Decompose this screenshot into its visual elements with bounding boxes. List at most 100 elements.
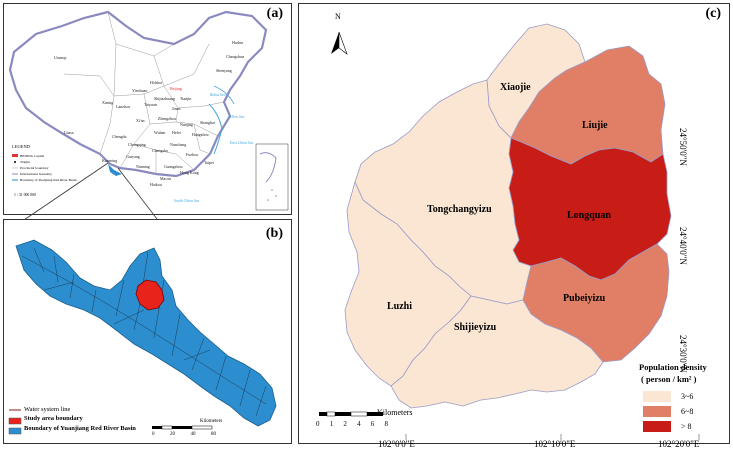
place-chongqing: Chongqing xyxy=(128,142,146,147)
pop-swatch-low xyxy=(643,391,671,402)
pop-legend-title: Population density xyxy=(639,362,707,372)
scale-a: 1 : 31 000 000 xyxy=(14,193,36,197)
panel-b-scale xyxy=(152,425,213,430)
legend-a-1: Tianjin xyxy=(20,160,30,164)
town-shijieyizu: Shijieyizu xyxy=(454,322,497,333)
legend-title-a: LEGEND xyxy=(12,144,31,149)
place-taipei: Taipei xyxy=(204,160,215,165)
place-lhasa: Lhasa xyxy=(64,130,74,135)
place-wuhan: Wuhan xyxy=(154,130,165,135)
place-nanjing: Nanjing xyxy=(180,122,193,127)
lon-label-1: 102°10'0"E xyxy=(534,439,576,449)
place-macau: Macau xyxy=(160,176,171,181)
panel-label-c: (c) xyxy=(705,6,721,21)
sea-south-china: South China Sea xyxy=(174,199,199,203)
place-zhengzhou: Zhengzhou xyxy=(158,116,176,121)
place-kunming: Kunming xyxy=(102,158,117,163)
panel-label-b: (b) xyxy=(265,226,283,241)
province-boundaries xyxy=(63,11,225,174)
place-shenyang: Shenyang xyxy=(216,68,232,73)
place-hefei: Hefei xyxy=(172,130,182,135)
town-longquan: Longquan xyxy=(567,210,611,221)
pop-legend-row-0: 3~6 xyxy=(643,391,693,402)
scale-b-tick-1: 20 xyxy=(170,432,175,437)
town-tongchangyizu: Tongchangyizu xyxy=(427,204,492,215)
lat-label-0: 24°50'0"N xyxy=(678,128,688,166)
scale-b-tick-0: 0 xyxy=(152,432,155,437)
lat-label-1: 24°40'0"N xyxy=(678,227,688,265)
place-guangzhou: Guangzhou xyxy=(164,164,182,169)
panel-b-basin-map: Water system line Study area boundary Bo… xyxy=(3,219,292,444)
china-map-svg: Urumqi Lhasa Xining Lanzhou Yinchuan Hoh… xyxy=(8,10,289,211)
region-shijieyizu xyxy=(390,295,604,409)
yuanjiang-basin-small xyxy=(108,164,122,176)
place-hohhot: Hohhot xyxy=(150,80,163,85)
legend-b-label-0: Water system line xyxy=(24,406,71,413)
place-taiyuan: Taiyuan xyxy=(144,102,157,107)
town-pubeiyizu: Pubeiyizu xyxy=(563,293,606,304)
pop-legend-row-2: > 8 xyxy=(643,421,692,432)
legend-a-4: Boundary of Yuanjiang Red River Basin xyxy=(20,178,77,182)
yangtze-river xyxy=(208,103,223,155)
place-fuzhou: Fuzhou xyxy=(186,152,198,157)
scale-c-tick-3: 4 xyxy=(357,420,361,428)
scale-b-tick-3: 80 xyxy=(211,432,216,437)
legend-b-label-1: Study area boundary xyxy=(24,415,83,422)
sea-bohai: Bohai Sea xyxy=(210,93,226,97)
place-chengdu: Chengdu xyxy=(112,134,126,139)
north-label: N xyxy=(335,12,341,21)
place-beijing: Beijing xyxy=(170,86,182,91)
north-arrow-icon xyxy=(331,31,348,55)
scale-c-tick-1: 1 xyxy=(329,420,334,428)
pop-legend-row-1: 6~8 xyxy=(643,406,693,417)
sea-east-china: East China Sea xyxy=(229,141,254,145)
pop-swatch-mid xyxy=(643,406,671,417)
yuanjiang-basin xyxy=(15,239,277,427)
place-changsha: Changsha xyxy=(152,148,168,153)
panel-c-scale-bar xyxy=(319,411,383,417)
scale-c-ticks: 0 1 2 4 6 8 xyxy=(316,420,388,428)
pop-legend-label-2: > 8 xyxy=(681,422,692,431)
place-harbin: Harbin xyxy=(232,40,243,45)
place-shijiazhuang: Shijiazhuang xyxy=(154,96,175,101)
panel-a-china-map: Urumqi Lhasa Xining Lanzhou Yinchuan Hoh… xyxy=(3,3,292,215)
place-tianjin: Tianjin xyxy=(180,96,191,101)
scale-c-unit: Kilometers xyxy=(377,408,413,417)
scale-b-tick-2: 40 xyxy=(190,432,196,437)
lon-label-2: 102°20'0"E xyxy=(658,439,700,449)
scale-c-tick-0: 0 xyxy=(316,420,320,428)
lat-label-2: 24°30'0"N xyxy=(678,335,688,373)
water-system-lines xyxy=(21,247,267,417)
scale-c-tick-4: 6 xyxy=(370,420,375,428)
coast-water xyxy=(213,85,235,105)
legend-b-label-2: Boundary of Yuanjiang Red River Basin xyxy=(24,425,136,432)
sea-labels: Bohai Sea Yellow Sea East China Sea Sout… xyxy=(174,93,254,203)
city-labels: Urumqi Lhasa Xining Lanzhou Yinchuan Hoh… xyxy=(54,40,244,187)
legend-b-row-2: Boundary of Yuanjiang Red River Basin xyxy=(24,425,136,432)
panel-label-a: (a) xyxy=(266,6,283,21)
town-liujie: Liujie xyxy=(582,120,608,131)
place-hangzhou: Hangzhou xyxy=(192,132,208,137)
pop-legend-label-1: 6~8 xyxy=(681,407,694,416)
place-nanchang: Nanchang xyxy=(170,142,186,147)
basin-svg xyxy=(8,239,277,435)
pop-legend-label-0: 3~6 xyxy=(681,392,694,401)
place-haikou: Haikou xyxy=(150,182,162,187)
study-area xyxy=(135,279,165,311)
place-yinchuan: Yinchuan xyxy=(132,88,147,93)
place-nanning: Nanning xyxy=(136,164,150,169)
scale-c-tick-5: 8 xyxy=(384,420,388,428)
panel-c-population-map: N Xiaojie Liujie Tongchangyizu Longquan … xyxy=(298,3,730,444)
place-shanghai: Shanghai xyxy=(200,120,216,125)
graticule-ticks xyxy=(405,434,700,440)
place-guiyang: Guiyang xyxy=(126,154,140,159)
legend-b-row-1: Study area boundary xyxy=(24,415,83,422)
town-xiaojie: Xiaojie xyxy=(500,82,531,93)
pop-swatch-high xyxy=(643,421,671,432)
scale-b-unit: Kilometers xyxy=(200,419,223,424)
legend-b-row-0: Water system line xyxy=(24,406,70,413)
legend-a-0: BEIJING Capital xyxy=(20,154,44,158)
legend-a-3: International boundary xyxy=(20,172,52,176)
sea-yellow: Yellow Sea xyxy=(228,115,245,119)
place-urumqi: Urumqi xyxy=(54,55,67,60)
